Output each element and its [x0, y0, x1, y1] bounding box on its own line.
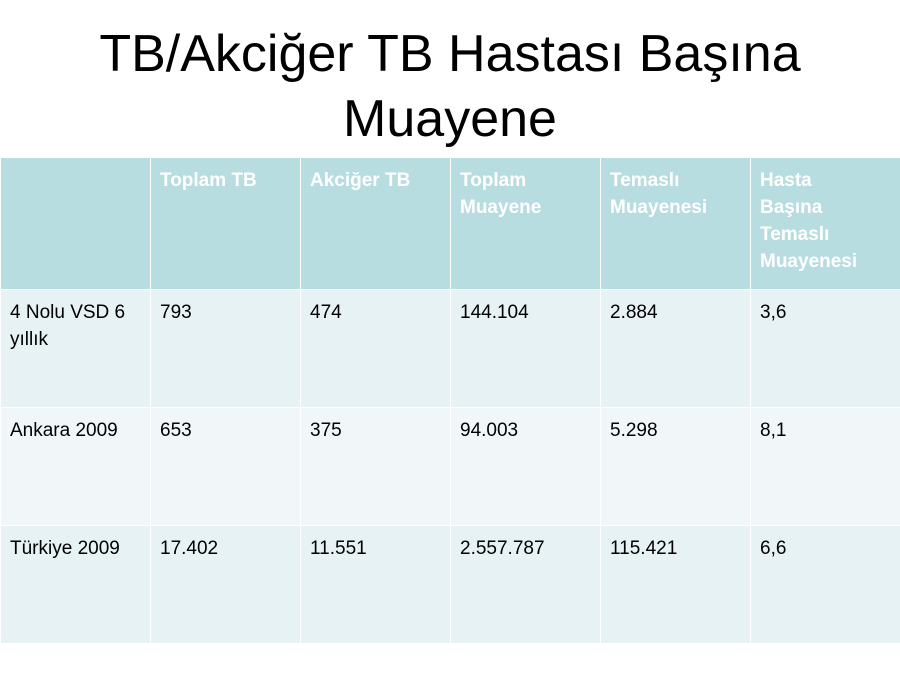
table-cell: 144.104 [450, 289, 601, 408]
table-cell: 3,6 [750, 289, 900, 408]
table-cell: 375 [300, 407, 451, 526]
cell-text: Türkiye 2009 [10, 538, 120, 559]
header-cell: Toplam Muayene [450, 157, 601, 290]
header-text: Toplam TB [160, 170, 257, 191]
cell-text: 115.421 [610, 538, 678, 559]
slide-title: TB/Akciğer TB Hastası Başına Muayene [99, 25, 801, 148]
cell-text: 94.003 [460, 420, 519, 441]
header-cell: Hasta Başına Temaslı Muayenesi [750, 157, 900, 290]
table-cell: Ankara 2009 [0, 407, 151, 526]
header-row: Toplam TB Akciğer TB Toplam Muayene Temaslı… [0, 157, 900, 290]
cell-text: Ankara 2009 [10, 420, 118, 441]
table-cell: 474 [300, 289, 451, 408]
cell-text: 375 [310, 420, 342, 441]
table-body: 4 Nolu VSD 6 yıllık 793 474 144.104 2.884 3,6… [0, 289, 900, 644]
header-cell [0, 157, 151, 290]
cell-text: 2.557.787 [460, 538, 545, 559]
cell-text: 17.402 [160, 538, 219, 559]
cell-text: 8,1 [760, 420, 787, 441]
cell-text: 11.551 [310, 538, 367, 559]
table-cell: 8,1 [750, 407, 900, 526]
table-cell: 653 [150, 407, 301, 526]
header-text: Temaslı Muayenesi [610, 170, 708, 218]
cell-text: 4 Nolu VSD 6 yıllık [10, 302, 126, 350]
data-table: Toplam TB Akciğer TB Toplam Muayene Temaslı… [0, 157, 900, 644]
table-cell: 115.421 [600, 525, 751, 644]
table-cell: 17.402 [150, 525, 301, 644]
table-cell: 2.884 [600, 289, 751, 408]
table-cell: 793 [150, 289, 301, 408]
table-row: 4 Nolu VSD 6 yıllık 793 474 144.104 2.884 3,6 [0, 289, 900, 408]
table-cell: 94.003 [450, 407, 601, 526]
header-cell: Temaslı Muayenesi [600, 157, 751, 290]
table-cell: 5.298 [600, 407, 751, 526]
table-row: Ankara 2009 653 375 94.003 5.298 8,1 [0, 407, 900, 526]
cell-text: 5.298 [610, 420, 658, 441]
header-text: Hasta Başına Temaslı Muayenesi [760, 170, 858, 272]
cell-text: 6,6 [760, 538, 787, 559]
cell-text: 653 [160, 420, 192, 441]
header-cell: Toplam TB [150, 157, 301, 290]
cell-text: 2.884 [610, 302, 658, 323]
table-cell: 11.551 [300, 525, 451, 644]
header-text: Akciğer TB [310, 170, 411, 191]
cell-text: 144.104 [460, 302, 529, 323]
cell-text: 3,6 [760, 302, 787, 323]
table-cell: Türkiye 2009 [0, 525, 151, 644]
table-cell: 4 Nolu VSD 6 yıllık [0, 289, 151, 408]
table-cell: 2.557.787 [450, 525, 601, 644]
header-text: Toplam Muayene [460, 170, 542, 218]
table-cell: 6,6 [750, 525, 900, 644]
table-row: Türkiye 2009 17.402 11.551 2.557.787 115.421… [0, 525, 900, 644]
header-cell: Akciğer TB [300, 157, 451, 290]
cell-text: 474 [310, 302, 342, 323]
cell-text: 793 [160, 302, 192, 323]
